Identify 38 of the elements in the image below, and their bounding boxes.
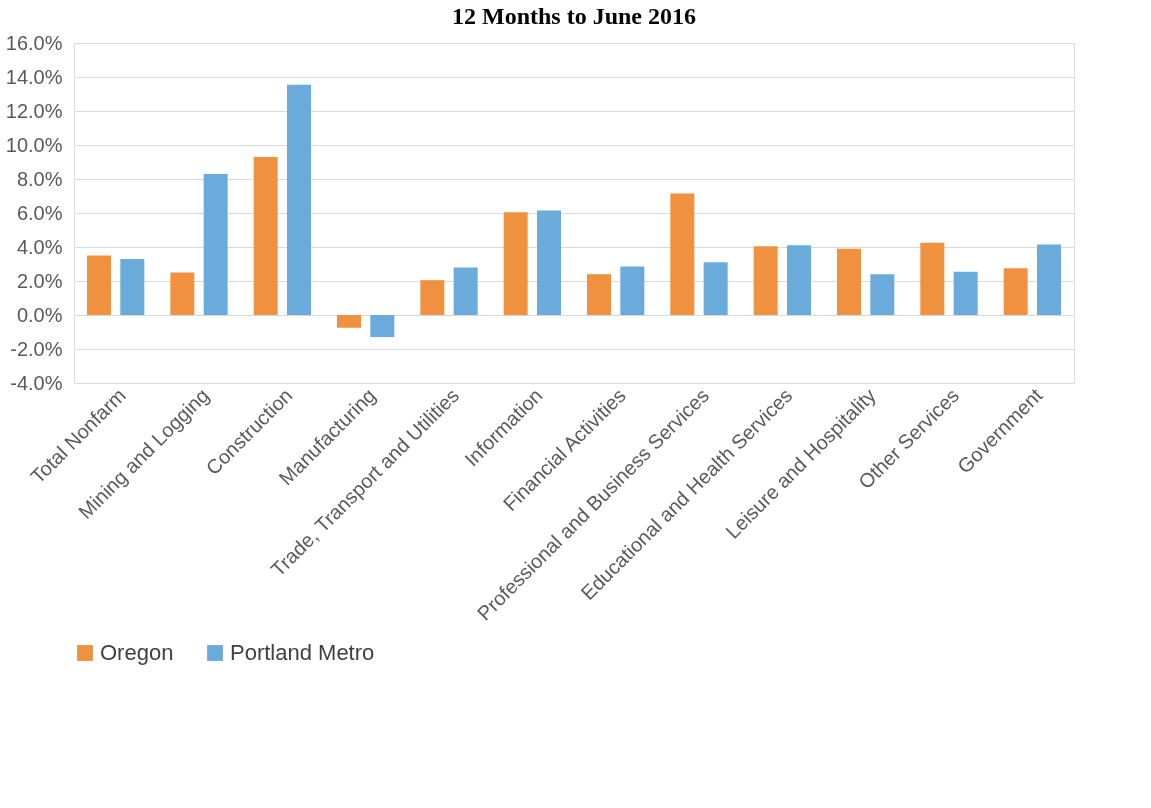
y-tick-label: -2.0% <box>10 337 63 360</box>
bar <box>420 280 445 315</box>
bar <box>953 271 978 315</box>
bar <box>503 212 528 315</box>
bar <box>87 255 111 315</box>
bar <box>837 248 861 315</box>
bar <box>253 156 278 315</box>
y-tick-label: 14.0% <box>5 65 63 88</box>
bar <box>1037 244 1061 315</box>
bar <box>1003 268 1028 315</box>
y-tick-label: 8.0% <box>16 167 63 190</box>
y-tick-label: 16.0% <box>5 31 63 54</box>
chart-title: 12 Months to June 2016 <box>451 3 697 29</box>
bar <box>203 173 228 315</box>
bar <box>453 267 478 315</box>
bar <box>670 193 695 315</box>
bar <box>920 242 945 315</box>
y-tick-label: 6.0% <box>16 201 63 224</box>
bar <box>120 258 145 315</box>
bar <box>620 266 645 315</box>
legend-label: Portland Metro <box>230 640 375 665</box>
y-tick-label: 10.0% <box>5 133 63 156</box>
y-tick-label: 4.0% <box>16 235 63 258</box>
y-tick-label: 2.0% <box>16 269 63 292</box>
bar <box>787 245 811 315</box>
bar <box>537 210 561 315</box>
bar <box>753 246 778 315</box>
bar <box>337 315 361 328</box>
bar <box>287 84 311 315</box>
bar <box>703 262 728 315</box>
bar <box>587 274 611 315</box>
legend-label: Oregon <box>100 640 174 665</box>
y-tick-label: 12.0% <box>5 99 63 122</box>
bar <box>370 315 395 338</box>
bar <box>870 274 895 315</box>
bar <box>170 272 195 315</box>
y-tick-label: 0.0% <box>16 303 63 326</box>
y-tick-label: -4.0% <box>10 371 63 394</box>
